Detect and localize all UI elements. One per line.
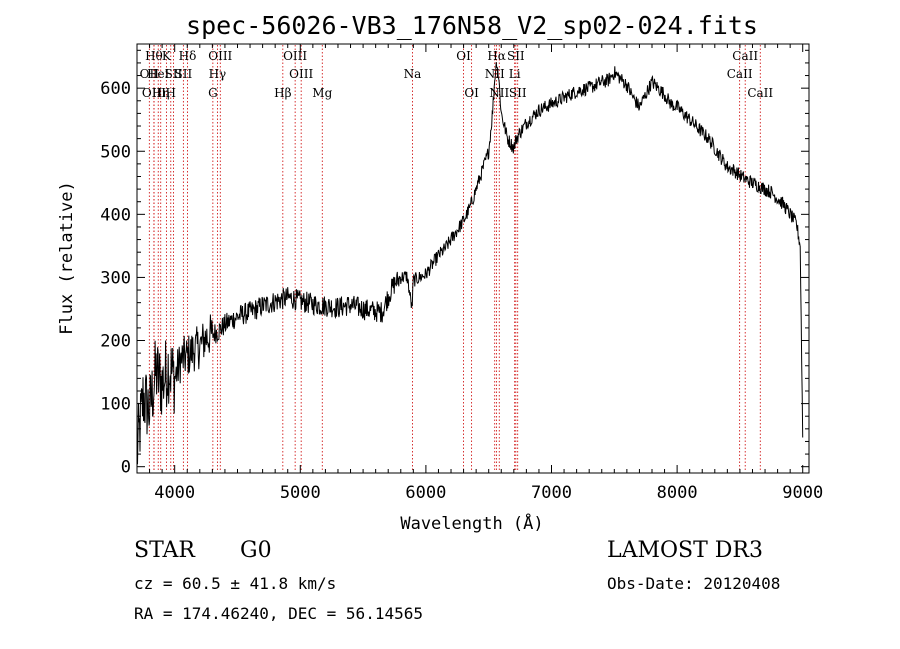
line-marker-label: Hθ <box>145 49 163 63</box>
line-marker-label: OIII <box>208 49 232 63</box>
line-marker-label: K <box>162 49 172 63</box>
line-marker-label: CaII <box>732 49 758 63</box>
y-axis-label: Flux (relative) <box>57 181 77 335</box>
line-marker-label: Hδ <box>179 49 197 63</box>
line-marker-label: Hη <box>152 86 170 100</box>
line-marker-label: CaII <box>747 86 773 100</box>
line-marker-label: OI <box>456 49 471 63</box>
y-tick-label: 200 <box>100 332 131 352</box>
series-layer <box>136 62 804 465</box>
line-marker-label: OII <box>140 67 160 81</box>
emission-line-markers <box>148 45 761 472</box>
line-marker-label: SII <box>165 67 183 81</box>
y-tick-label: 0 <box>121 458 131 478</box>
x-tick-label: 6000 <box>405 483 446 503</box>
survey-name: LAMOST DR3 <box>607 538 763 563</box>
line-marker-label: Mg <box>312 86 332 100</box>
line-marker-label: SII <box>507 49 525 63</box>
coordinates: RA = 174.46240, DEC = 56.14565 <box>134 604 423 623</box>
line-marker-label: NII <box>485 67 505 81</box>
line-marker-label: CaII <box>727 67 753 81</box>
x-axis-label: Wavelength (Å) <box>400 512 543 534</box>
line-marker-label: Na <box>404 67 422 81</box>
line-marker-label: OIII <box>142 86 166 100</box>
x-tick-label: 5000 <box>280 483 321 503</box>
line-marker-label: OI <box>464 86 479 100</box>
line-marker-label: G <box>208 86 218 100</box>
object-subclass: G0 <box>240 538 272 563</box>
line-marker-label: SII <box>174 67 192 81</box>
emission-line-labels: OII Hθ OIII HeI Hη K H SII Hδ SII G Hγ OIII Hβ OIII OII… <box>140 49 774 100</box>
y-tick-label: 500 <box>100 142 131 162</box>
y-tick-label: 300 <box>100 268 131 288</box>
y-axis-ticks: 0 100 200 300 400 500 600 <box>100 49 809 478</box>
y-tick-label: 100 <box>100 395 131 415</box>
line-marker-label: SII <box>509 86 527 100</box>
x-tick-label: 8000 <box>657 483 698 503</box>
obs-date: Obs-Date: 20120408 <box>607 574 781 593</box>
plot-frame <box>136 43 810 474</box>
line-marker-label: Li <box>509 67 521 81</box>
line-marker-label: HeI <box>147 67 170 81</box>
x-axis-ticks: 4000 5000 6000 7000 8000 9000 <box>149 44 823 503</box>
line-marker-label: OIII <box>289 67 313 81</box>
line-marker-label: H <box>166 86 176 100</box>
chart-title: spec-56026-VB3_176N58_V2_sp02-024.fits <box>186 11 758 40</box>
object-class: STAR <box>134 538 195 563</box>
y-tick-label: 400 <box>100 205 131 225</box>
line-marker-label: Hα <box>487 49 506 63</box>
line-marker-label: OIII <box>283 49 307 63</box>
y-tick-label: 600 <box>100 79 131 99</box>
x-tick-label: 7000 <box>531 483 572 503</box>
redshift-cz: cz = 60.5 ± 41.8 km/s <box>134 574 337 593</box>
x-tick-label: 9000 <box>782 483 823 503</box>
line-marker-label: Hγ <box>209 67 227 81</box>
line-marker-label: Hβ <box>274 86 291 100</box>
flux-series-line <box>136 62 804 465</box>
x-tick-label: 4000 <box>154 483 195 503</box>
